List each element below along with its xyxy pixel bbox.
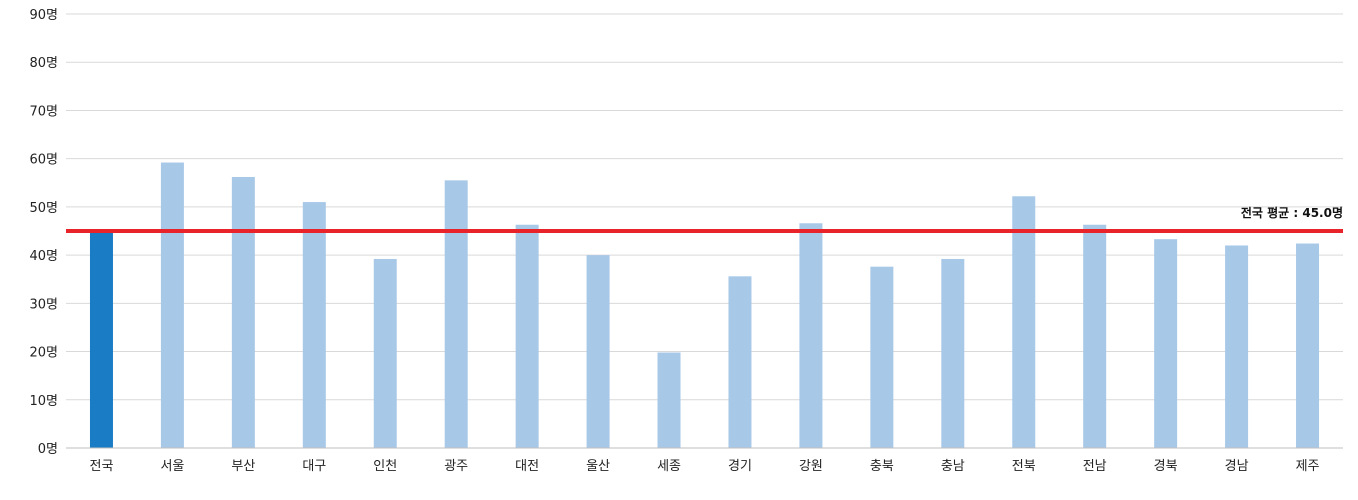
bar-0 — [89, 231, 113, 448]
x-category-label: 울산 — [586, 459, 610, 474]
x-category-label: 강원 — [799, 459, 823, 474]
x-category-label: 인천 — [373, 459, 397, 474]
x-category-label: 세종 — [657, 459, 681, 474]
x-category-label: 대전 — [515, 459, 539, 474]
x-category-label: 경북 — [1154, 459, 1178, 474]
x-category-label: 제주 — [1296, 459, 1320, 474]
bar-17 — [1296, 243, 1320, 448]
average-label: 전국 평균 : 45.0명 — [1241, 205, 1343, 220]
y-tick-label: 60명 — [29, 153, 58, 168]
bar-6 — [515, 224, 539, 448]
x-category-label: 전국 — [90, 459, 114, 474]
bar-1 — [160, 162, 184, 448]
grid-lines — [66, 13, 1343, 401]
x-category-label: 부산 — [231, 459, 255, 474]
bar-5 — [444, 180, 468, 448]
y-axis-ticks: 0명 10명 20명 30명 40명 50명 60명 70명 80명 90명 — [29, 8, 58, 457]
x-category-label: 광주 — [444, 459, 468, 474]
bar-7 — [586, 255, 610, 448]
bar-11 — [870, 266, 894, 448]
bar-9 — [728, 276, 752, 448]
x-axis-labels: 전국 서울 부산 대구 인천 광주 대전 울산 세종 경기 강원 충북 충남 전북 전남 경북 경남 제주 — [90, 459, 1320, 474]
bars — [89, 162, 1320, 449]
x-category-label: 대구 — [302, 459, 326, 474]
y-tick-label: 0명 — [38, 442, 58, 457]
x-category-label: 전북 — [1012, 459, 1036, 474]
bar-16 — [1225, 245, 1249, 448]
y-tick-label: 40명 — [29, 249, 58, 264]
bar-14 — [1083, 224, 1107, 448]
bar-2 — [231, 176, 255, 449]
x-category-label: 경남 — [1225, 459, 1249, 474]
bar-12 — [941, 258, 965, 448]
bar-3 — [302, 202, 326, 448]
bar-10 — [799, 223, 823, 448]
x-category-label: 서울 — [160, 459, 184, 474]
bar-8 — [657, 352, 681, 448]
y-tick-label: 10명 — [29, 394, 58, 409]
x-category-label: 충남 — [941, 459, 965, 474]
y-tick-label: 70명 — [29, 104, 58, 119]
x-category-label: 충북 — [870, 459, 894, 474]
bar-15 — [1154, 239, 1178, 448]
y-tick-label: 30명 — [29, 297, 58, 312]
y-tick-label: 50명 — [29, 201, 58, 216]
y-tick-label: 20명 — [29, 346, 58, 361]
bar-4 — [373, 258, 397, 448]
x-category-label: 경기 — [728, 459, 752, 474]
y-tick-label: 90명 — [29, 8, 58, 23]
y-tick-label: 80명 — [29, 56, 58, 71]
x-category-label: 전남 — [1083, 459, 1107, 474]
bar-13 — [1012, 196, 1036, 448]
